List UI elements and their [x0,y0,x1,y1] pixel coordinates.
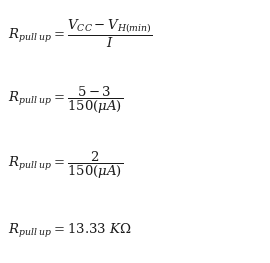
Text: $R_{pull\ up} = \dfrac{2}{150(\mu A)}$: $R_{pull\ up} = \dfrac{2}{150(\mu A)}$ [8,150,123,181]
Text: $R_{pull\ up} = \dfrac{5 - 3}{150(\mu A)}$: $R_{pull\ up} = \dfrac{5 - 3}{150(\mu A)… [8,84,123,115]
Text: $R_{pull\ up} = \dfrac{V_{CC} - V_{H(min)}}{I}$: $R_{pull\ up} = \dfrac{V_{CC} - V_{H(min… [8,18,153,50]
Text: $R_{pull\ up} = 13.33\ K\Omega$: $R_{pull\ up} = 13.33\ K\Omega$ [8,222,132,240]
